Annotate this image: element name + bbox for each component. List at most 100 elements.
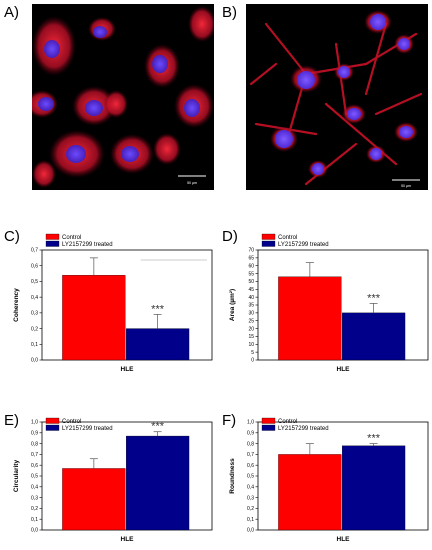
y-axis-label: Roundness [229,458,236,494]
bar-control [278,276,342,361]
bar-treated [342,312,406,361]
micrograph-b-image: 50 µm [246,4,428,190]
y-tick-label: 0,3 [247,495,254,501]
significance-label: *** [367,292,381,304]
y-tick-label: 0,3 [31,311,38,317]
y-tick-label: 0,7 [247,452,254,458]
y-tick-label: 0,4 [31,295,38,301]
significance-label: *** [151,303,165,315]
y-tick-label: 0,3 [31,495,38,501]
y-tick-label: 65 [248,256,254,262]
y-axis-label: Circularity [13,460,20,493]
chart-coherency-svg: 0,0 0,1 0,2 0,3 0,4 0,5 0,6 0,7 *** ControlLY2157… [13,233,213,373]
legend-swatch [261,233,276,240]
panel-label-b: B) [222,4,237,21]
chart-roundness: 0,0 0,1 0,2 0,3 0,4 0,5 0,6 0,7 0,8 0,9 1,0 *** Cont… [216,410,432,550]
y-tick-label: 0,7 [31,452,38,458]
legend-swatch [45,417,60,424]
y-tick-label: 0,1 [31,342,38,348]
y-tick-label: 55 [248,271,254,277]
legend-label: LY2157299 treated [278,426,329,432]
panel-label-f: F) [222,412,237,429]
x-axis-label: HLE [121,366,135,373]
y-tick-label: 70 [248,248,254,254]
legend-swatch [45,233,60,240]
y-tick-label: 0,6 [247,463,254,469]
bar-treated [342,445,406,531]
legend-swatch [261,417,276,424]
significance-label: *** [367,433,381,445]
y-tick-label: 0,9 [247,431,254,437]
legend-swatch [261,240,276,247]
bar-control [278,454,342,531]
y-tick-label: 0,5 [31,474,38,480]
y-tick-label: 0,2 [247,506,254,512]
scale-bar-a-label: 50 µm [187,181,197,185]
y-tick-label: 0,4 [247,485,254,491]
legend-label: Control [62,235,81,241]
y-tick-label: 40 [248,295,254,301]
bar-treated [126,435,190,531]
scale-bar-b-label: 50 µm [401,184,411,188]
y-tick-label: 1,0 [247,420,254,426]
y-tick-label: 0,6 [31,463,38,469]
x-axis-label: HLE [337,536,351,543]
chart-roundness-svg: 0,0 0,1 0,2 0,3 0,4 0,5 0,6 0,7 0,8 0,9 1,0 *** Cont… [229,417,429,543]
y-tick-label: 1,0 [31,420,38,426]
x-axis-label: HLE [337,366,351,373]
micrograph-a: 50 µm [32,4,214,190]
micrograph-b: 50 µm [246,4,428,190]
y-tick-label: 45 [248,287,254,293]
chart-circularity: 0,0 0,1 0,2 0,3 0,4 0,5 0,6 0,7 0,8 0,9 1,0 *** Cont… [0,410,216,550]
y-axis-label: Coherency [13,288,20,322]
y-axis-label: Area (µm²) [229,289,236,321]
panel-label-d: D) [222,228,238,245]
y-tick-label: 35 [248,303,254,309]
legend-label: Control [62,419,81,425]
y-tick-label: 0,2 [31,326,38,332]
y-tick-label: 0,5 [31,279,38,285]
bar-control [62,468,126,531]
y-tick-label: 0,8 [247,441,254,447]
panel-label-a: A) [4,4,19,21]
legend-label: Control [278,235,297,241]
significance-label: *** [151,421,165,433]
y-tick-label: 0,0 [31,358,38,364]
y-tick-label: 0,4 [31,485,38,491]
panel-label-e: E) [4,412,19,429]
y-tick-label: 50 [248,279,254,285]
y-tick-label: 0,8 [31,441,38,447]
bar-control [62,274,126,361]
y-tick-label: 0,2 [31,506,38,512]
legend-swatch [261,424,276,431]
legend-label: LY2157299 treated [62,426,113,432]
x-axis-label: HLE [121,536,135,543]
y-tick-label: 25 [248,318,254,324]
y-tick-label: 0,7 [31,248,38,254]
y-tick-label: 0,9 [31,431,38,437]
panel-label-c: C) [4,228,20,245]
legend-swatch [45,240,60,247]
y-tick-label: 0,0 [247,528,254,534]
legend-label: LY2157299 treated [278,242,329,248]
y-tick-label: 60 [248,263,254,269]
bar-treated [126,328,190,361]
y-tick-label: 20 [248,326,254,332]
chart-circularity-svg: 0,0 0,1 0,2 0,3 0,4 0,5 0,6 0,7 0,8 0,9 1,0 *** Cont… [13,417,213,543]
y-tick-label: 0,1 [31,517,38,523]
legend-swatch [45,424,60,431]
y-tick-label: 5 [251,350,254,356]
y-tick-label: 10 [248,342,254,348]
y-tick-label: 0,6 [31,263,38,269]
y-tick-label: 0,1 [247,517,254,523]
legend-label: Control [278,419,297,425]
chart-coherency: 0,0 0,1 0,2 0,3 0,4 0,5 0,6 0,7 *** Control LY2157… [0,226,216,378]
legend-label: LY2157299 treated [62,242,113,248]
y-tick-label: 30 [248,311,254,317]
y-tick-label: 15 [248,334,254,340]
y-tick-label: 0,0 [31,528,38,534]
y-tick-label: 0,5 [247,474,254,480]
micrograph-a-image: 50 µm [32,4,214,190]
chart-area: 0 5 10 15 20 25 30 35 40 45 50 55 60 65 70 *** Control LY… [216,226,432,378]
